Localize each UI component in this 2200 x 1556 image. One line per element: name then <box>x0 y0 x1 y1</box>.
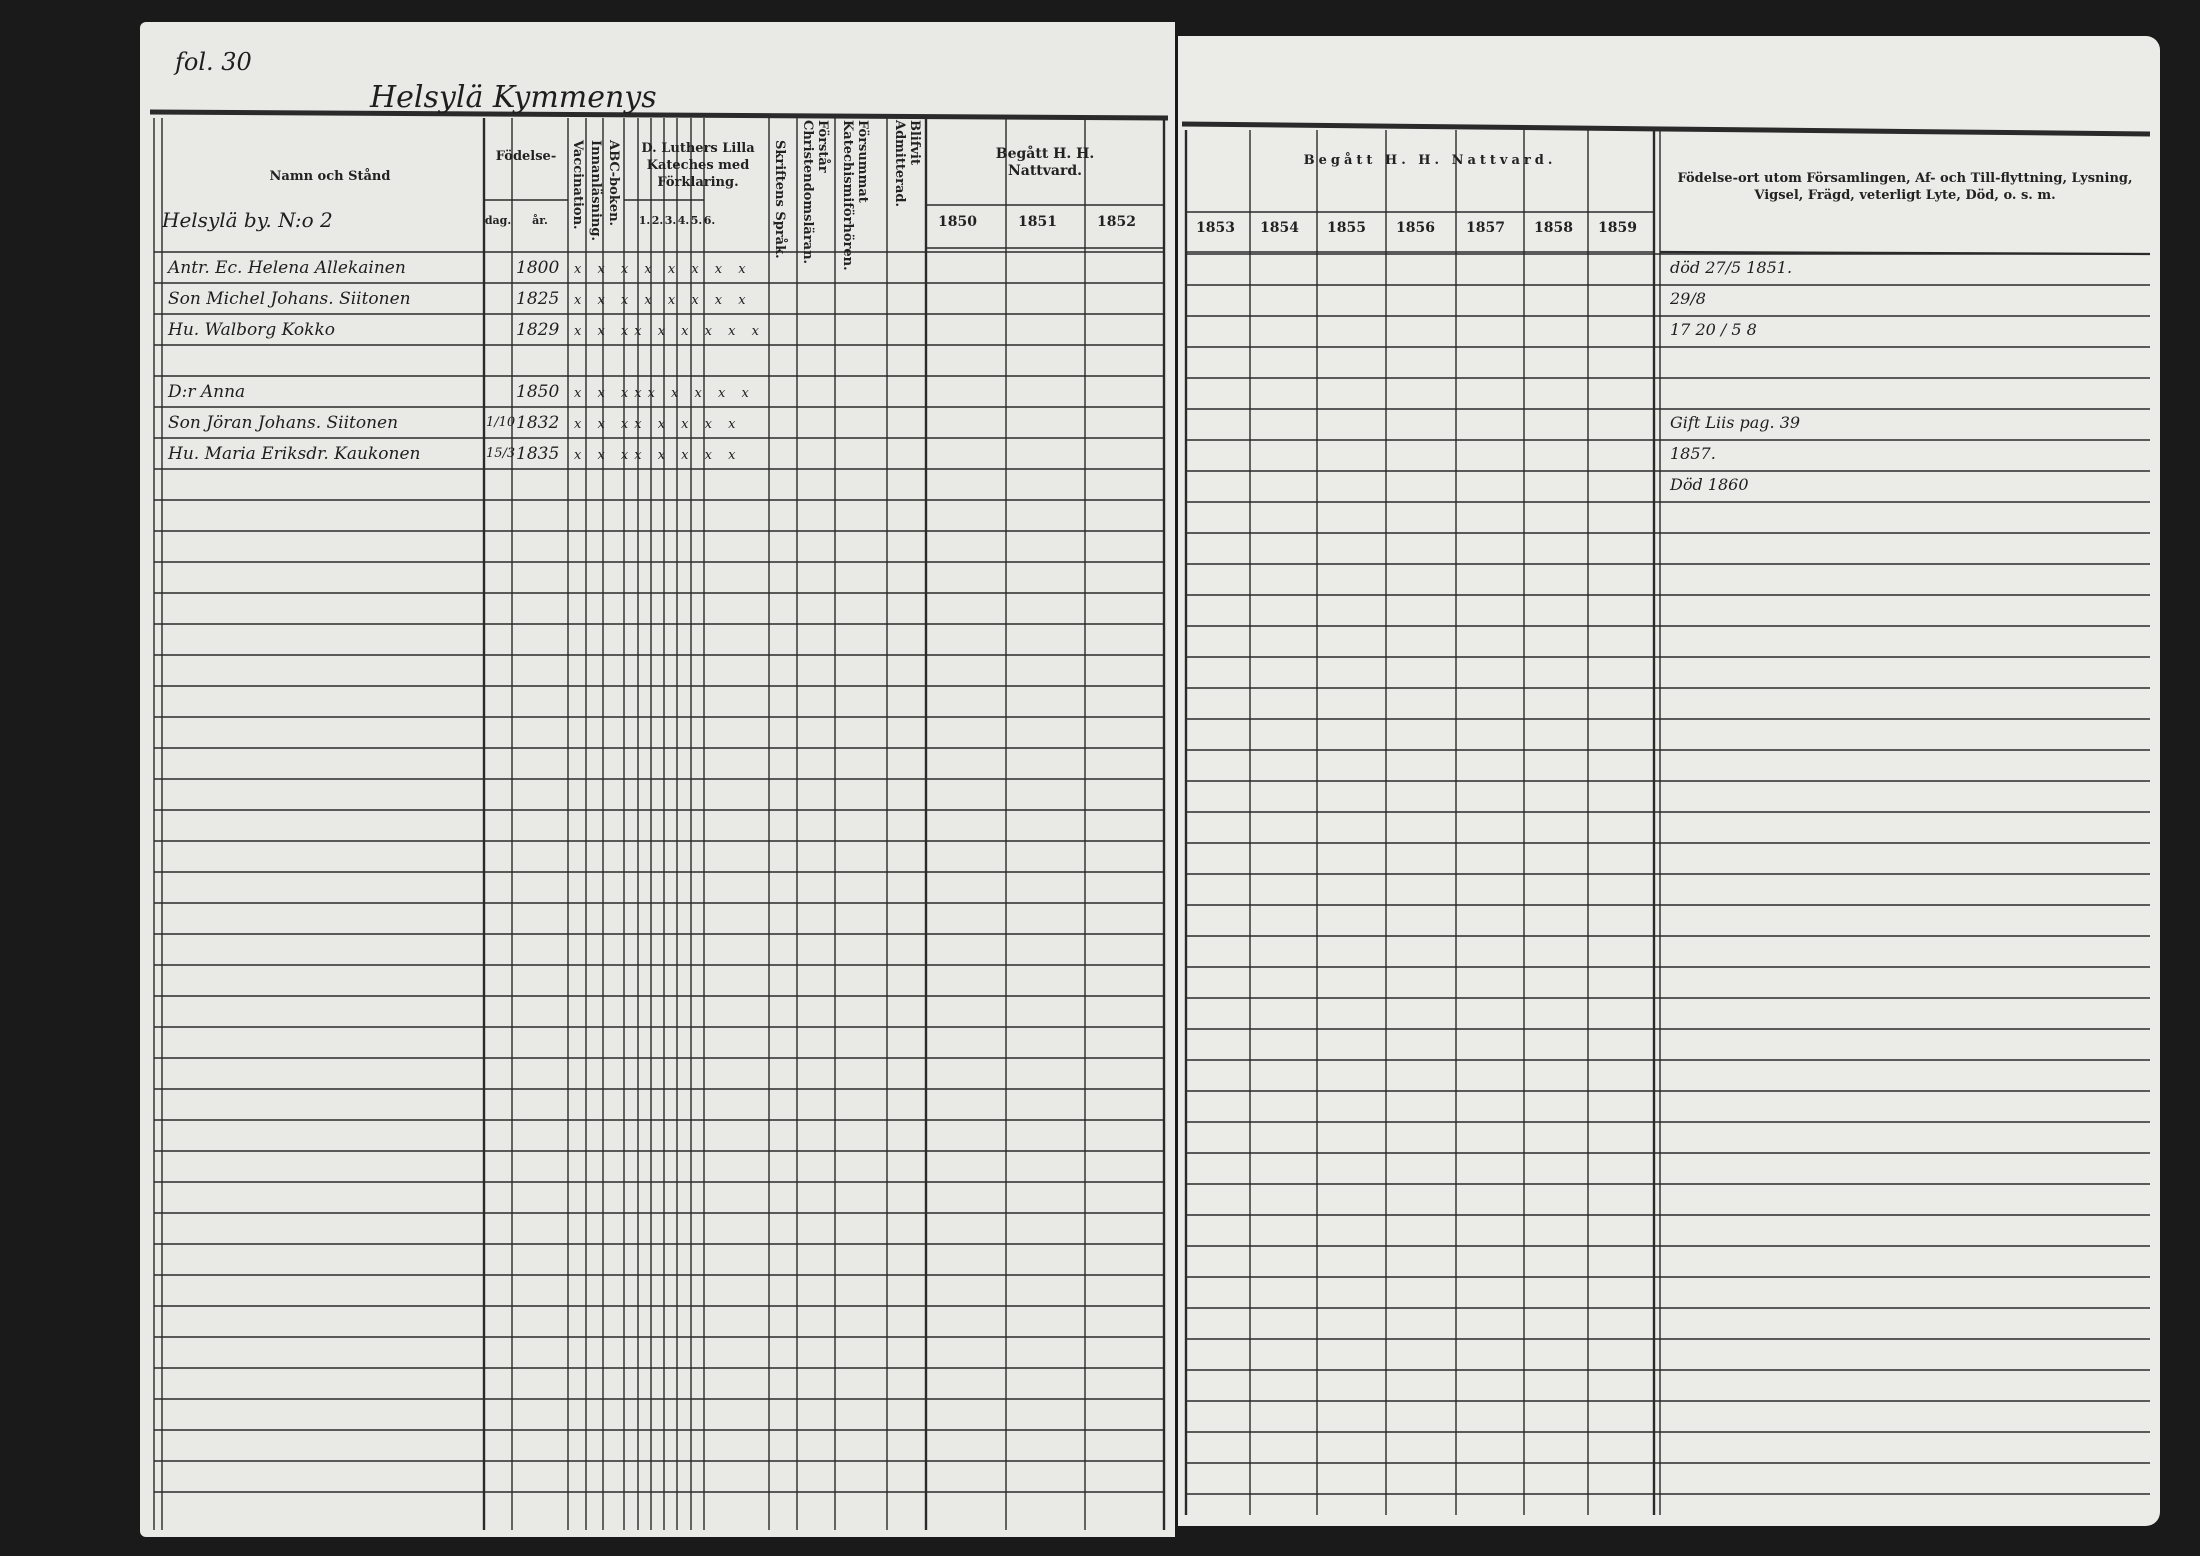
entry-birth-year: 1800 <box>516 258 560 278</box>
entry-marks: x x xx x x x x x <box>574 324 765 339</box>
header-catechism-part: 5. <box>690 214 703 227</box>
entry-marks: x x x x x x x x <box>574 293 752 308</box>
header-name: Namn och Stånd <box>269 169 391 184</box>
household-heading: Helsylä by. N:o 2 <box>162 208 333 232</box>
entry-marks: x x x x x x x x <box>574 262 752 277</box>
header-communion-left: Begått H. H. Nattvard. <box>995 146 1095 179</box>
entry-name: Antr. Ec. Helena Allekainen <box>168 258 406 278</box>
header-remarks: Födelse-ort utom Församlingen, Af- och T… <box>1677 171 2133 203</box>
header-birth: Födelse- <box>495 149 557 164</box>
header-catechism-part: 3. <box>664 214 677 227</box>
entry-birth-year: 1829 <box>516 320 560 340</box>
entry-remark: 1857. <box>1670 444 1716 463</box>
year-header: 1854 <box>1260 220 1299 236</box>
entry-remark: Död 1860 <box>1670 475 1749 494</box>
header-communion-right: Begått H. H. Nattvard. <box>1303 153 1557 168</box>
entry-remark: död 27/5 1851. <box>1670 258 1793 277</box>
entry-name: Hu. Walborg Kokko <box>168 320 335 340</box>
header-catechism-part: 2. <box>651 214 664 227</box>
year-header: 1851 <box>1018 214 1057 230</box>
header-abc: ABC-boken. <box>606 140 621 227</box>
header-birth-day: dag. <box>484 214 512 227</box>
entry-name: Hu. Maria Eriksdr. Kaukonen <box>168 444 421 464</box>
header-catechism: D. Luthers Lilla Kateches med Förklaring… <box>641 141 755 190</box>
entry-birth-year: 1850 <box>516 382 560 402</box>
entry-birth-year: 1835 <box>516 444 560 464</box>
header-reading: Innanläsning. <box>588 140 603 241</box>
year-header: 1855 <box>1327 220 1366 236</box>
year-header: 1858 <box>1534 220 1573 236</box>
year-header: 1856 <box>1396 220 1435 236</box>
entry-birth-year: 1832 <box>516 413 560 433</box>
entry-marks: x x xxx x x x x <box>574 386 755 401</box>
year-header: 1857 <box>1466 220 1505 236</box>
header-admitted: Blifvit Admitterad. <box>892 120 922 208</box>
header-neglected: Försummat Katechismiförhören. <box>840 120 870 271</box>
header-vaccination: Vaccination. <box>570 140 585 230</box>
header-catechism-part: 4. <box>677 214 690 227</box>
year-header: 1850 <box>938 214 977 230</box>
year-header: 1852 <box>1097 214 1136 230</box>
entry-name: Son Jöran Johans. Siitonen <box>168 413 399 433</box>
header-christian: Förstår Christendomsläran. <box>800 120 830 265</box>
grid-line <box>1181 121 2151 137</box>
village-title: Helsylä Kymmenys <box>370 80 657 115</box>
year-header: 1853 <box>1196 220 1235 236</box>
entry-marks: x x xx x x x x <box>574 448 742 463</box>
entry-birth-day: 15/3 <box>486 446 516 461</box>
entry-remark: 17 20 / 5 8 <box>1670 320 1757 339</box>
grid-line <box>149 109 1169 121</box>
entry-name: Son Michel Johans. Siitonen <box>168 289 411 309</box>
entry-name: D:r Anna <box>168 382 246 402</box>
year-header: 1859 <box>1598 220 1637 236</box>
entry-remark: 29/8 <box>1670 289 1706 308</box>
header-catechism-part: 1. <box>638 214 651 227</box>
entry-birth-year: 1825 <box>516 289 560 309</box>
header-scripture: Skriftens Språk. <box>772 140 787 259</box>
entry-birth-day: 1/10 <box>486 415 516 430</box>
entry-remark: Gift Liis pag. 39 <box>1670 413 1801 432</box>
header-catechism-part: 6. <box>703 214 716 227</box>
folio-number: fol. 30 <box>175 48 252 76</box>
entry-marks: x x xx x x x x <box>574 417 742 432</box>
header-birth-year: år. <box>532 214 548 227</box>
